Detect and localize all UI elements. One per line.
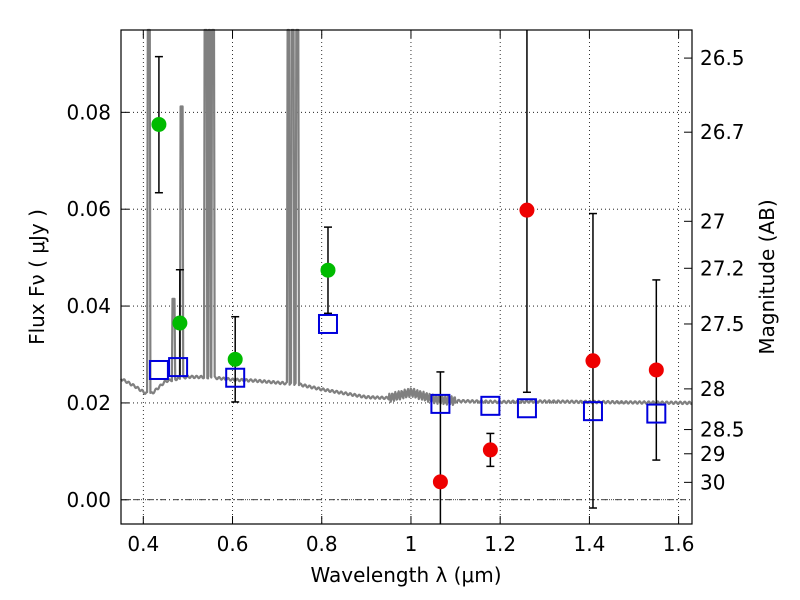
x-axis-label: Wavelength λ (μm) — [310, 563, 501, 587]
model-square — [582, 401, 603, 422]
y-tick-label-left: 0.02 — [66, 391, 111, 415]
model-square — [646, 403, 667, 424]
y-tick-label-right: 28.5 — [700, 418, 745, 442]
y-axis-label-right: Magnitude (AB) — [755, 199, 779, 354]
x-tick-label: 1 — [405, 532, 418, 556]
model-spectrum — [120, 28, 693, 406]
data-point — [519, 202, 535, 218]
spectrum-line — [120, 28, 693, 406]
plot-frame — [120, 29, 693, 525]
data-point — [648, 362, 664, 378]
x-tick-label: 1.6 — [663, 532, 695, 556]
y-tick-label-left: 0.00 — [66, 488, 111, 512]
y-tick-label-left: 0.06 — [66, 197, 111, 221]
data-point — [482, 442, 498, 458]
x-tick-label: 0.6 — [217, 532, 249, 556]
x-tick-label: 1.4 — [573, 532, 605, 556]
y-tick-label-right: 27.2 — [700, 256, 745, 280]
y-tick-label-right: 28 — [700, 377, 725, 401]
data-point — [151, 116, 167, 132]
y-tick-label-right: 29 — [700, 442, 725, 466]
grid — [121, 30, 692, 524]
y-axis-label-left: Flux Fν ( μJy ) — [25, 209, 49, 345]
model-square — [148, 359, 169, 380]
data-point — [172, 315, 188, 331]
y-tick-label-left: 0.04 — [66, 294, 111, 318]
x-tick-label: 1.2 — [484, 532, 516, 556]
axis-ticks: 0.4 0.6 0.8 1 1.2 1.4 1.6 0.00 0.02 0.04 0.06 0.08 2… — [66, 30, 745, 556]
model-square — [516, 398, 537, 419]
y-tick-label-left: 0.08 — [66, 100, 111, 124]
y-tick-label-right: 30 — [700, 470, 725, 494]
model-square — [430, 393, 451, 414]
model-square — [480, 395, 501, 416]
y-tick-label-right: 26.7 — [700, 120, 745, 144]
data-point — [585, 353, 601, 369]
data-point — [320, 262, 336, 278]
data-point — [432, 474, 448, 490]
data-point — [227, 351, 243, 367]
y-tick-label-right: 26.5 — [700, 46, 745, 70]
model-square — [168, 357, 189, 378]
x-tick-label: 0.8 — [306, 532, 338, 556]
model-square — [317, 313, 338, 334]
model-square — [225, 367, 246, 388]
x-tick-label: 0.4 — [127, 532, 159, 556]
data-marks — [148, 30, 667, 524]
y-tick-label-right: 27.5 — [700, 312, 745, 336]
y-tick-label-right: 27 — [700, 209, 725, 233]
